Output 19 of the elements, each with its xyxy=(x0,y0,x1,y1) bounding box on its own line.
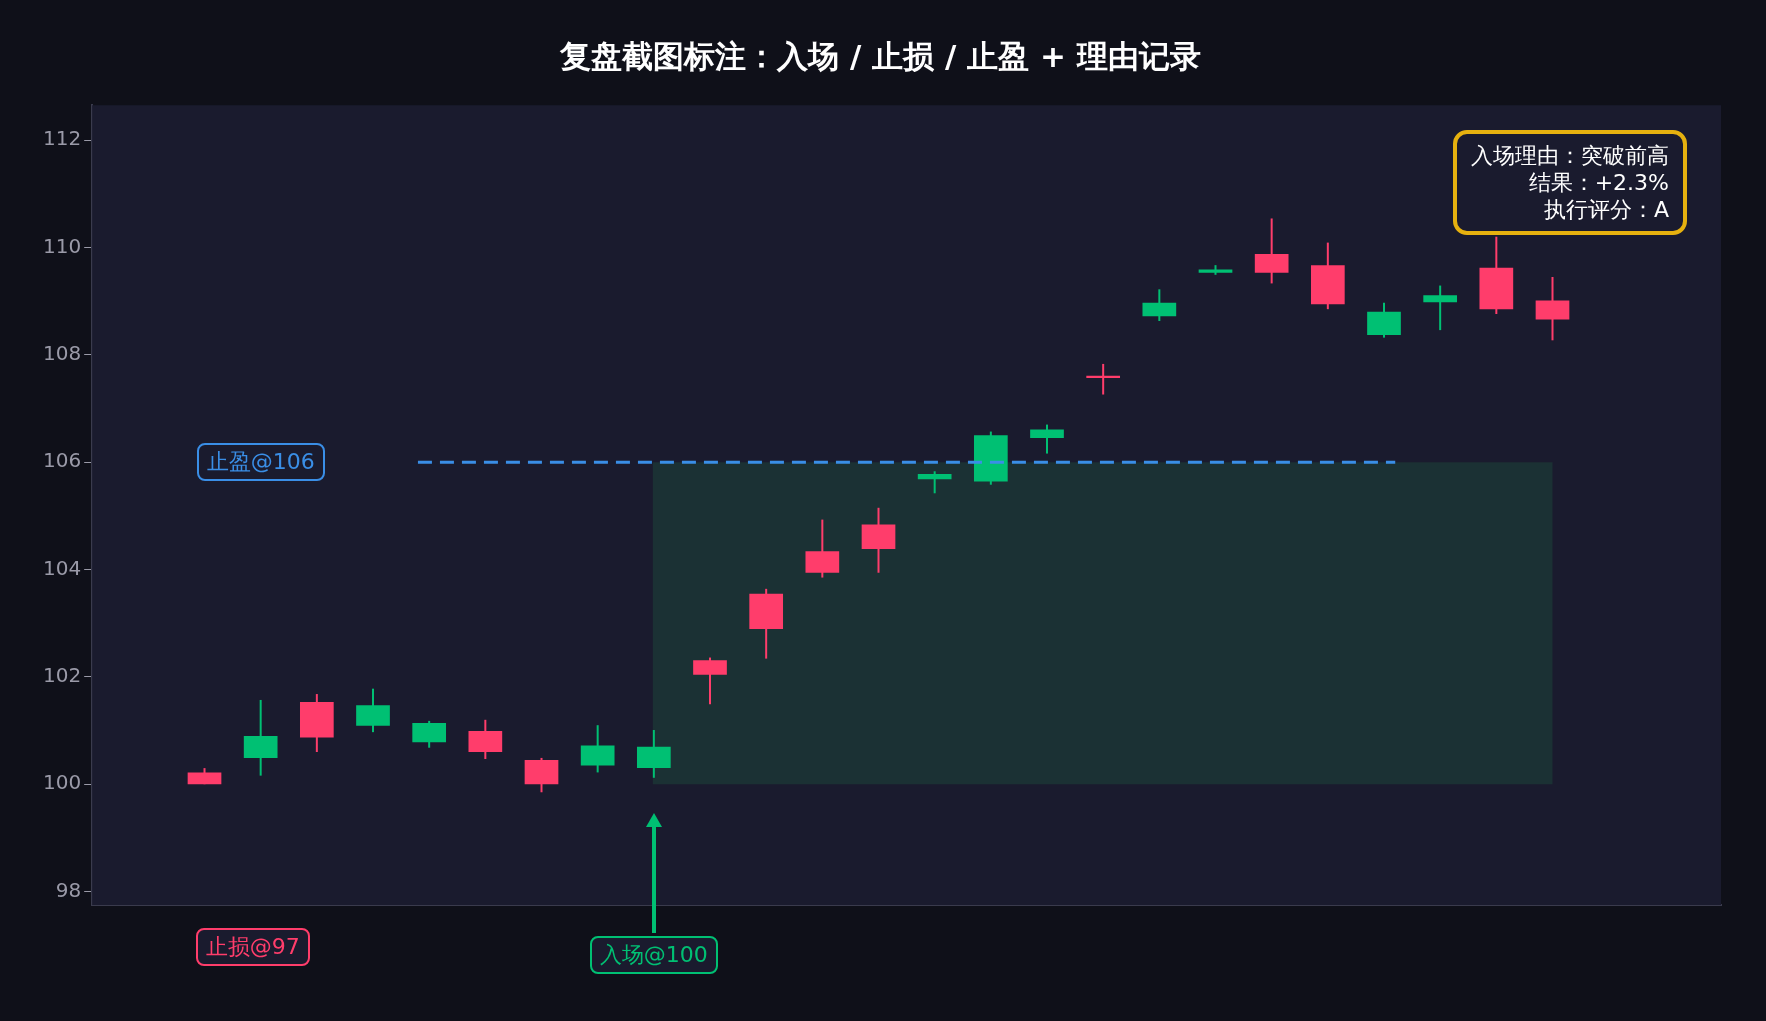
candlestick xyxy=(917,470,952,495)
annotation: 入场理由：突破前高 xyxy=(1471,142,1669,170)
annotation: 执行评分：A xyxy=(1542,196,1669,224)
candlestick xyxy=(1423,284,1458,332)
candlestick xyxy=(1030,423,1064,455)
y-tick-label: 110 xyxy=(42,233,82,258)
y-tick-label: 108 xyxy=(42,341,82,366)
y-tick-label: 102 xyxy=(42,663,82,688)
y-tick-label: 106 xyxy=(42,448,82,473)
annotation: 结果：+2.3% xyxy=(1527,169,1669,197)
y-tick-label: 112 xyxy=(42,126,82,151)
text: 止损@97 xyxy=(195,928,310,966)
ref-line-label: 止盈@106 xyxy=(196,443,325,482)
chart-title: 复盘截图标注：入场 / 止损 / 止盈 + 理由记录 xyxy=(559,37,1201,74)
text: 入场@100 xyxy=(589,936,718,974)
y-tick-label: 100 xyxy=(42,770,82,795)
candlestick xyxy=(1086,362,1121,396)
y-tick-label: 98 xyxy=(55,877,82,902)
y-tick-label: 104 xyxy=(42,555,82,580)
